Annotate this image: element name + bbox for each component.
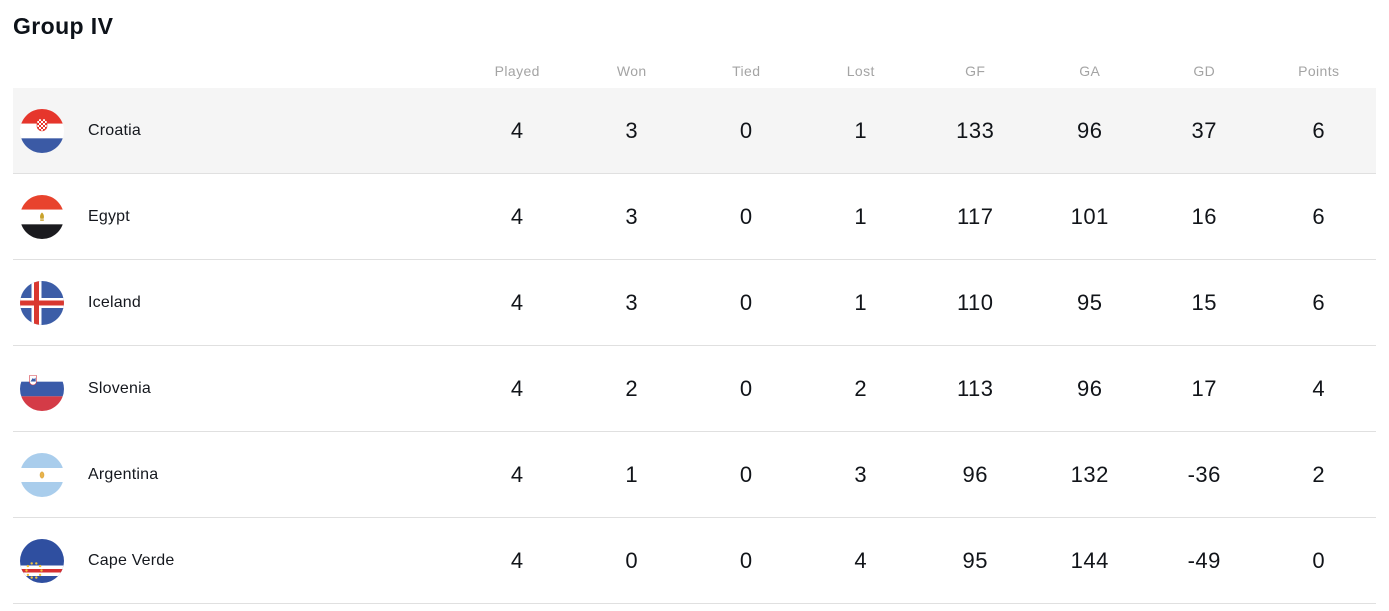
stat-lost: 3: [854, 461, 868, 487]
stat-ga: 144: [1070, 547, 1109, 573]
stat-played: 4: [510, 289, 524, 315]
team-name: Iceland: [88, 293, 141, 311]
stat-tied: 0: [739, 547, 753, 573]
cape-verde-flag-icon: [20, 538, 64, 583]
stat-gf: 95: [962, 547, 988, 573]
stat-won: 2: [625, 375, 639, 401]
egypt-flag-icon: [20, 194, 64, 239]
stat-played: 4: [510, 203, 524, 229]
stat-gf: 110: [956, 289, 994, 315]
croatia-flag-icon: [20, 108, 64, 153]
stat-points: 4: [1312, 375, 1326, 401]
team-cell: Cape Verde: [13, 538, 460, 583]
stat-gd: 17: [1191, 375, 1217, 401]
stat-tied: 0: [739, 117, 753, 143]
stat-played: 4: [510, 375, 524, 401]
stat-points: 0: [1312, 547, 1326, 573]
stat-lost: 1: [854, 289, 868, 315]
stat-gf: 117: [956, 203, 994, 229]
stat-points: 2: [1312, 461, 1326, 487]
team-row-egypt[interactable]: Egypt 4 3 0 1 117 101 16 6: [13, 174, 1376, 260]
stat-ga: 96: [1077, 117, 1103, 143]
team-cell: Egypt: [13, 194, 460, 239]
iceland-flag-icon: [20, 280, 64, 325]
stat-points: 6: [1312, 203, 1326, 229]
argentina-flag-icon: [20, 452, 64, 497]
stat-gf: 133: [956, 117, 995, 143]
stat-ga: 95: [1077, 289, 1103, 315]
stat-lost: 1: [854, 117, 868, 143]
slovenia-flag-icon: [20, 366, 64, 411]
team-name: Slovenia: [88, 379, 151, 397]
stat-points: 6: [1312, 117, 1326, 143]
standings-table: Played Won Tied Lost GF GA GD Points: [13, 40, 1376, 604]
team-name: Argentina: [88, 465, 159, 483]
table-header-row: Played Won Tied Lost GF GA GD Points: [13, 40, 1376, 88]
stat-gd: -36: [1187, 461, 1221, 487]
column-header-gf: GF: [965, 62, 986, 79]
team-row-iceland[interactable]: Iceland 4 3 0 1 110 95 15 6: [13, 260, 1376, 346]
team-row-croatia[interactable]: Croatia 4 3 0 1 133 96 37 6: [13, 88, 1376, 174]
stat-tied: 0: [739, 375, 753, 401]
column-header-gd: GD: [1193, 62, 1216, 79]
team-row-cape-verde[interactable]: Cape Verde 4 0 0 4 95 144 -49 0: [13, 518, 1376, 604]
stat-won: 3: [625, 289, 639, 315]
team-name: Croatia: [88, 121, 141, 139]
team-cell: Iceland: [13, 280, 460, 325]
stat-lost: 1: [854, 203, 868, 229]
column-header-played: Played: [494, 62, 540, 79]
team-cell: Slovenia: [13, 366, 460, 411]
stat-lost: 4: [854, 547, 868, 573]
stat-gd: -49: [1187, 547, 1221, 573]
stat-won: 1: [625, 461, 639, 487]
stat-points: 6: [1312, 289, 1326, 315]
stat-gd: 16: [1191, 203, 1217, 229]
stat-gf: 113: [956, 375, 994, 401]
team-cell: Croatia: [13, 108, 460, 153]
stat-gd: 37: [1191, 117, 1217, 143]
team-name: Egypt: [88, 207, 130, 225]
column-header-ga: GA: [1079, 62, 1101, 79]
stat-tied: 0: [739, 289, 753, 315]
stat-played: 4: [510, 461, 524, 487]
column-header-lost: Lost: [846, 62, 875, 79]
stat-played: 4: [510, 547, 524, 573]
stat-lost: 2: [854, 375, 868, 401]
stat-ga: 96: [1077, 375, 1103, 401]
stat-gd: 15: [1191, 289, 1217, 315]
stat-ga: 132: [1070, 461, 1109, 487]
team-name: Cape Verde: [88, 551, 175, 569]
column-header-tied: Tied: [732, 62, 761, 79]
stat-ga: 101: [1070, 203, 1109, 229]
stat-won: 3: [625, 117, 639, 143]
stat-tied: 0: [739, 461, 753, 487]
column-header-points: Points: [1298, 62, 1340, 79]
stat-won: 0: [625, 547, 639, 573]
page-title: Group IV: [13, 13, 114, 39]
team-row-slovenia[interactable]: Slovenia 4 2 0 2 113 96 17 4: [13, 346, 1376, 432]
stat-played: 4: [510, 117, 524, 143]
team-cell: Argentina: [13, 452, 460, 497]
stat-tied: 0: [739, 203, 753, 229]
team-row-argentina[interactable]: Argentina 4 1 0 3 96 132 -36 2: [13, 432, 1376, 518]
column-header-won: Won: [616, 62, 647, 79]
stat-gf: 96: [962, 461, 988, 487]
stat-won: 3: [625, 203, 639, 229]
